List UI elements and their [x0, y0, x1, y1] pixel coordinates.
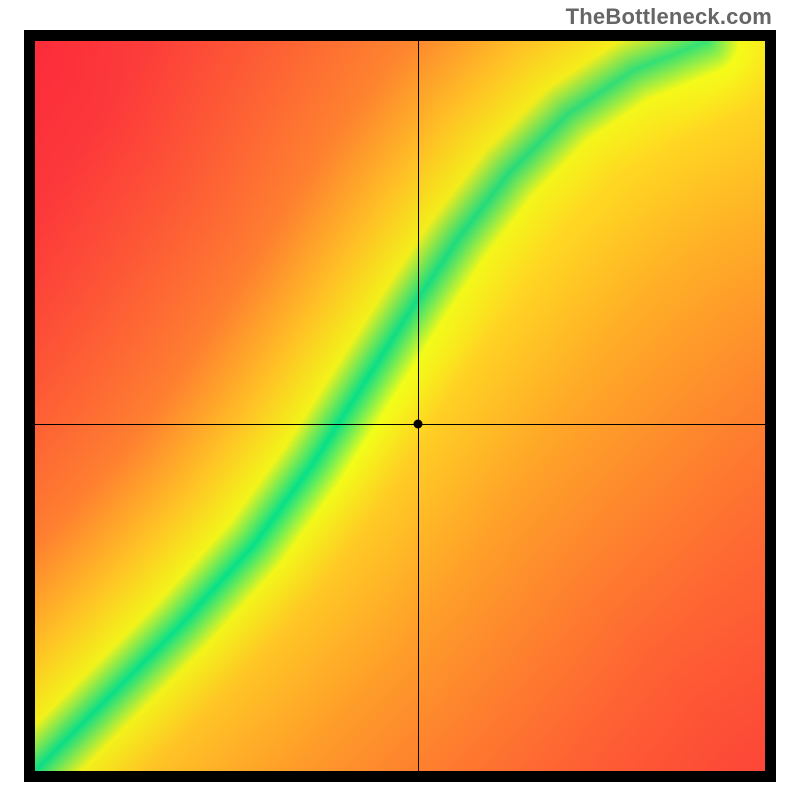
plot-frame [24, 30, 776, 782]
heatmap-canvas [35, 41, 765, 771]
crosshair-vertical [418, 41, 419, 771]
watermark-text: TheBottleneck.com [566, 4, 772, 30]
crosshair-horizontal [35, 424, 765, 425]
marker-dot [414, 420, 423, 429]
chart-container: TheBottleneck.com [0, 0, 800, 800]
